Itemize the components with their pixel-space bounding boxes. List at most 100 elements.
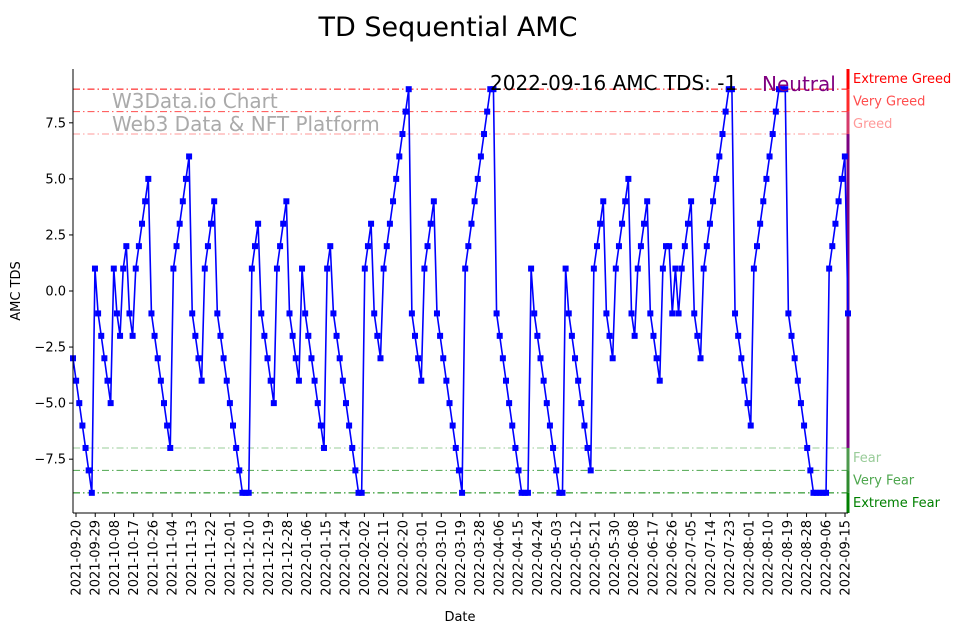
- data-point: [195, 355, 202, 362]
- data-point: [587, 467, 594, 474]
- data-point: [609, 355, 616, 362]
- x-tick-label: 2022-02-02: [358, 520, 373, 596]
- data-point: [132, 265, 139, 272]
- data-point: [531, 310, 538, 317]
- data-point: [471, 198, 478, 205]
- data-point: [684, 220, 691, 227]
- data-point: [390, 198, 397, 205]
- data-point: [622, 198, 629, 205]
- data-point: [710, 198, 717, 205]
- data-point: [330, 310, 337, 317]
- data-point: [198, 377, 205, 384]
- x-tick-label: 2021-10-26: [146, 520, 161, 596]
- data-point: [559, 489, 566, 496]
- data-point: [317, 422, 324, 429]
- data-point: [540, 377, 547, 384]
- sentiment-level-labels: Extreme Greed Very Greed Greed Fear Very Fea…: [853, 72, 951, 511]
- data-point: [455, 467, 462, 474]
- data-point: [145, 175, 152, 182]
- data-point: [810, 489, 817, 496]
- data-point: [424, 243, 431, 250]
- x-tick-label: 2022-08-28: [800, 520, 815, 596]
- data-point: [775, 86, 782, 93]
- data-point: [126, 310, 133, 317]
- data-point: [88, 489, 95, 496]
- data-point: [663, 243, 670, 250]
- data-point: [308, 355, 315, 362]
- data-point: [606, 332, 613, 339]
- data-point: [562, 265, 569, 272]
- annotation-sentiment: Neutral: [762, 72, 836, 96]
- data-point: [556, 489, 563, 496]
- data-point: [73, 377, 80, 384]
- data-point: [656, 377, 663, 384]
- data-point: [584, 444, 591, 451]
- level-label: Very Greed: [853, 95, 925, 110]
- data-point: [625, 175, 632, 182]
- data-point: [502, 377, 509, 384]
- data-point: [597, 220, 604, 227]
- data-point: [167, 444, 174, 451]
- data-point: [835, 198, 842, 205]
- x-tick-label: 2021-11-22: [204, 520, 219, 596]
- annotation-date-value: 2022-09-16 AMC TDS: -1: [490, 71, 737, 95]
- data-point: [763, 175, 770, 182]
- x-tick-label: 2022-02-20: [396, 520, 411, 596]
- data-point: [725, 86, 732, 93]
- data-point: [76, 400, 83, 407]
- data-point: [208, 220, 215, 227]
- gradient-segment: [846, 470, 850, 493]
- data-point: [496, 332, 503, 339]
- y-tick-label: −5.0: [34, 397, 66, 412]
- data-point: [189, 310, 196, 317]
- y-tick-label: −7.5: [34, 453, 66, 468]
- data-point: [446, 400, 453, 407]
- level-label: Extreme Greed: [853, 72, 951, 87]
- data-point: [299, 265, 306, 272]
- data-point: [273, 265, 280, 272]
- data-point: [321, 444, 328, 451]
- data-point: [440, 355, 447, 362]
- watermark-line-2: Web3 Data & NFT Platform: [112, 112, 380, 136]
- data-point: [619, 220, 626, 227]
- x-tick-label: 2022-04-24: [531, 520, 546, 596]
- data-point: [512, 444, 519, 451]
- x-tick-label: 2022-06-08: [627, 520, 642, 596]
- data-point: [368, 220, 375, 227]
- data-point: [295, 377, 302, 384]
- data-point: [506, 400, 513, 407]
- data-point: [807, 467, 814, 474]
- x-tick-label: 2022-07-23: [723, 520, 738, 596]
- data-point: [123, 243, 130, 250]
- data-point: [355, 489, 362, 496]
- data-point: [634, 265, 641, 272]
- data-point: [647, 310, 654, 317]
- data-point: [430, 198, 437, 205]
- data-point: [801, 422, 808, 429]
- data-point: [339, 377, 346, 384]
- x-tick-label: 2021-11-13: [185, 520, 200, 596]
- data-point: [412, 332, 419, 339]
- x-tick-label: 2022-08-19: [781, 520, 796, 596]
- data-point: [528, 265, 535, 272]
- data-point: [452, 444, 459, 451]
- x-tick-label: 2022-03-01: [416, 520, 431, 596]
- y-tick-label: 5.0: [45, 172, 66, 187]
- x-tick-label: 2022-04-15: [512, 520, 527, 596]
- series-line: [72, 88, 849, 494]
- data-point: [154, 355, 161, 362]
- y-tick-label: −2.5: [34, 341, 66, 356]
- data-point: [659, 265, 666, 272]
- data-point: [700, 265, 707, 272]
- data-point: [509, 422, 516, 429]
- data-point: [402, 108, 409, 115]
- data-point: [305, 332, 312, 339]
- gradient-segment: [846, 111, 850, 135]
- data-point: [223, 377, 230, 384]
- x-tick-label: 2022-05-03: [550, 520, 565, 596]
- data-point: [772, 108, 779, 115]
- data-point: [666, 243, 673, 250]
- data-point: [794, 377, 801, 384]
- data-point: [845, 310, 851, 317]
- data-point: [364, 243, 371, 250]
